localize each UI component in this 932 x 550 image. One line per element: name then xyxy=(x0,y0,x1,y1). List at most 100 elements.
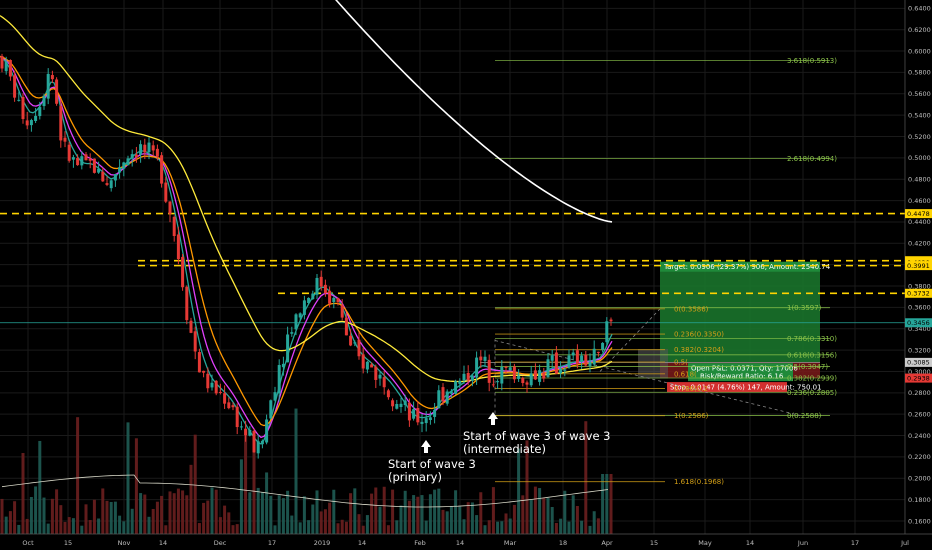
volume-bar xyxy=(336,523,340,534)
volume-bar xyxy=(252,440,256,534)
x-tick-label: Dec xyxy=(214,539,227,547)
volume-bar xyxy=(67,517,71,534)
volume-bar xyxy=(424,520,428,534)
x-tick-label: 17 xyxy=(268,539,276,547)
x-tick-label: Nov xyxy=(118,539,131,547)
volume-bar xyxy=(328,502,332,534)
y-tick-label: 0.5800 xyxy=(908,69,931,77)
candle-body xyxy=(265,419,269,443)
candle-body xyxy=(479,356,483,361)
pnl-label: Open P&L: 0.0371, Qty: 17006 xyxy=(691,365,798,373)
moving-averages xyxy=(0,0,613,445)
volume-bar xyxy=(298,522,302,534)
y-tick-label: 0.1600 xyxy=(908,517,931,525)
fib-retracement-label: 0.618( xyxy=(674,370,697,378)
candle-body xyxy=(571,352,575,356)
x-tick-label: Feb xyxy=(414,539,426,547)
volume-bar xyxy=(382,486,386,534)
candle-body xyxy=(17,99,21,101)
volume-bar xyxy=(521,495,525,534)
candle-body xyxy=(193,331,197,352)
volume-bar xyxy=(202,502,206,534)
volume-bar xyxy=(378,506,382,534)
y-tick-label: 0.3000 xyxy=(908,368,931,376)
candle-body xyxy=(168,201,172,214)
volume-bar xyxy=(412,495,416,534)
candle-body xyxy=(13,75,17,98)
volume-bar xyxy=(449,505,453,534)
up-arrow-icon xyxy=(421,440,431,453)
fib-extension-label: 0(0.2588) xyxy=(787,412,822,420)
y-tick-label: 0.5400 xyxy=(908,111,931,119)
candle-body xyxy=(550,355,554,361)
candle-body xyxy=(378,374,382,379)
x-tick-label: 2019 xyxy=(314,539,331,547)
volume-bar xyxy=(160,495,164,534)
volume-bar xyxy=(500,521,504,534)
volume-bar xyxy=(130,508,134,534)
stop-label: Stop: 0.0147 (4.76%) 147, Amount: 750.01 xyxy=(670,384,822,392)
volume-bar xyxy=(462,519,466,534)
volume-bar xyxy=(554,522,558,534)
candle-body xyxy=(525,382,529,385)
y-tick-label: 0.5200 xyxy=(908,133,931,141)
volume-bar xyxy=(122,521,126,534)
candle-body xyxy=(122,162,126,169)
candle-body xyxy=(458,381,462,384)
candle-body xyxy=(445,391,449,404)
price-tag xyxy=(905,288,932,298)
candle-body xyxy=(601,342,605,350)
candle-body xyxy=(197,352,201,373)
candle-body xyxy=(0,56,4,69)
volume-bar xyxy=(197,523,201,534)
candle-body xyxy=(533,370,537,380)
candle-body xyxy=(25,120,29,126)
candle-body xyxy=(433,409,437,417)
volume-bar xyxy=(151,508,155,534)
candle-body xyxy=(437,390,441,409)
volume-bar xyxy=(605,474,609,534)
price-tag-label: 0.2938 xyxy=(907,374,930,382)
position-zones: Target: 0.0906 (29.37%) 906, Amount: 254… xyxy=(480,261,831,393)
y-axis-background xyxy=(905,0,932,550)
candle-body xyxy=(130,154,134,159)
volume-bar xyxy=(307,520,311,534)
volume-bar xyxy=(529,500,533,534)
volume-bar xyxy=(239,459,243,534)
candle-body xyxy=(605,321,609,343)
price-tag xyxy=(905,357,932,367)
x-tick-label: 14 xyxy=(159,539,167,547)
candle-body xyxy=(218,391,222,393)
y-tick-label: 0.5600 xyxy=(908,90,931,98)
volume-bar xyxy=(84,504,88,534)
volume-bar xyxy=(25,518,29,534)
candle-body xyxy=(302,300,306,315)
candle-body xyxy=(298,313,302,318)
x-tick-label: 14 xyxy=(746,539,754,547)
volume-bar xyxy=(525,440,529,534)
candle-body xyxy=(399,403,403,408)
volume-bar xyxy=(21,453,25,534)
volume-bar xyxy=(193,434,197,534)
wave-annotation-text: Start of wave 3 xyxy=(388,457,476,471)
y-tick-label: 0.3200 xyxy=(908,346,931,354)
volume-bar xyxy=(71,518,75,534)
y-tick-label: 0.4600 xyxy=(908,197,931,205)
volume-bar xyxy=(475,515,479,534)
candle-body xyxy=(454,381,458,394)
candle-body xyxy=(21,96,25,120)
volume-bar xyxy=(365,515,369,534)
volume-bar xyxy=(332,489,336,534)
volume-bar xyxy=(416,496,420,534)
candle-body xyxy=(563,369,567,371)
price-tags: 0.44780.40370.40200.39910.37320.34560.30… xyxy=(905,209,932,383)
volume-bar xyxy=(466,502,470,534)
price-tag-label: 0.4478 xyxy=(907,210,930,218)
price-tag-label: 0.3991 xyxy=(907,262,930,270)
volume-bar xyxy=(374,487,378,534)
ema-fast-line xyxy=(0,55,613,445)
candle-body xyxy=(88,158,92,161)
support-resistance-lines xyxy=(0,212,905,324)
candle-body xyxy=(223,393,227,404)
